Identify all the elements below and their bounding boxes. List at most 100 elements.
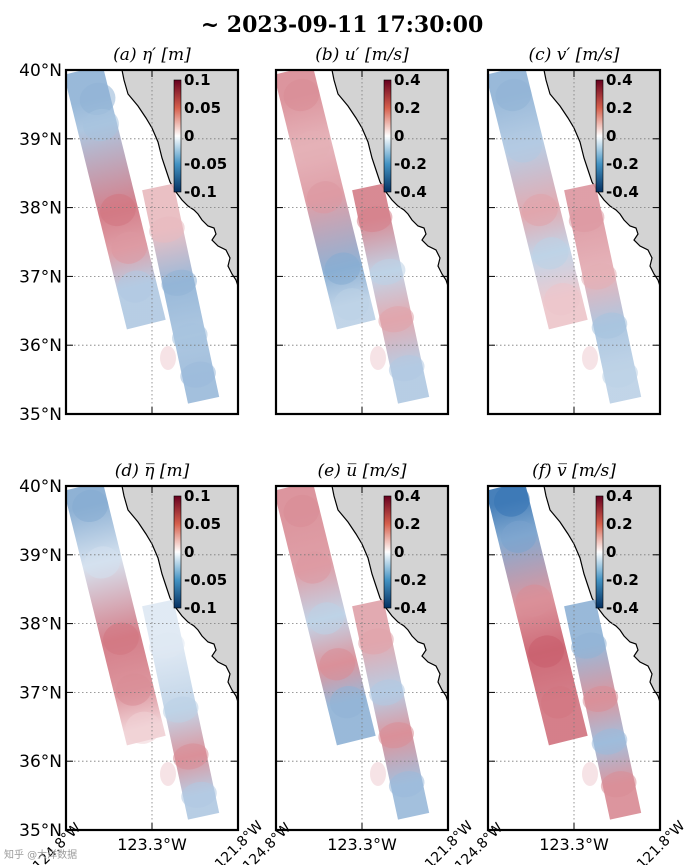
panel-title: (e) u̅ [m/s] — [318, 461, 407, 481]
lat-tick-label: 39°N — [19, 546, 62, 566]
data-blob-eastern-3 — [388, 355, 425, 382]
data-patch — [582, 346, 598, 370]
lon-tick-label: 123.3°W — [117, 835, 187, 854]
colorbar-tick-label: 0.2 — [606, 99, 633, 117]
data-blob-eastern-0 — [568, 205, 605, 233]
swath-eastern — [564, 183, 642, 404]
data-blob-western-0 — [72, 489, 109, 523]
colorbar-tick-label: -0.2 — [394, 571, 427, 589]
data-blob-western-3 — [319, 648, 356, 681]
swath-eastern — [352, 599, 430, 820]
watermark: 知乎 @大洋数据 — [4, 848, 77, 861]
panel-a-content — [66, 70, 238, 414]
data-blob-western-3 — [532, 237, 569, 270]
data-blob-western-1 — [83, 108, 119, 142]
data-blob-western-4 — [544, 282, 580, 316]
lat-tick-label: 37°N — [19, 683, 62, 703]
data-blob-western-4 — [329, 685, 366, 719]
data-patch — [160, 346, 176, 370]
data-blob-eastern-0 — [149, 632, 185, 659]
data-blob-western-1 — [294, 130, 330, 163]
colorbar-tick-label: 0.2 — [394, 515, 421, 533]
lat-tick-label: 35°N — [19, 821, 62, 841]
data-patch — [370, 346, 386, 370]
data-blob-western-4 — [125, 711, 161, 744]
data-blob-eastern-3 — [181, 781, 217, 808]
lat-tick-label: 38°N — [19, 199, 62, 219]
data-blob-eastern-1 — [581, 263, 617, 290]
lat-tick-label: 40°N — [19, 61, 62, 81]
colorbar-tick-label: -0.2 — [394, 155, 427, 173]
data-blob-eastern-2 — [172, 743, 209, 770]
data-blob-eastern-2 — [591, 728, 628, 755]
data-blob-western-0 — [495, 78, 532, 112]
colorbar-tick-label: -0.05 — [184, 571, 227, 589]
lat-tick-label: 37°N — [19, 267, 62, 287]
data-blob-eastern-0 — [356, 205, 393, 233]
data-blob-eastern-0 — [149, 216, 185, 243]
data-blob-western-3 — [115, 673, 152, 706]
data-blob-western-1 — [295, 551, 332, 584]
data-blob-eastern-0 — [571, 632, 607, 659]
data-blob-western-4 — [540, 686, 577, 719]
colorbar-tick-label: 0.1 — [184, 487, 211, 505]
data-blob-western-0 — [283, 494, 320, 528]
lat-tick-label: 36°N — [19, 752, 62, 772]
panel-b: (b) u′ [m/s] 0.4 0.2 0 -0.2 -0.4 — [274, 45, 450, 416]
data-blob-eastern-1 — [369, 679, 405, 706]
colorbar-tick-label: 0.1 — [184, 71, 211, 89]
colorbar-tick-label: -0.4 — [606, 599, 639, 617]
panel-title: (f) v̅ [m/s] — [532, 461, 616, 481]
colorbar-tick-label: 0 — [394, 127, 404, 145]
data-blob-western-2 — [522, 193, 558, 227]
colorbar-tick-label: 0.05 — [184, 515, 221, 533]
colorbar-tick-label: 0.4 — [394, 487, 421, 505]
panel-b-content — [276, 70, 448, 414]
colorbar-tick-label: 0.2 — [606, 515, 633, 533]
colorbar-tick-label: 0 — [184, 543, 194, 561]
data-blob-eastern-1 — [369, 258, 406, 285]
data-blob-eastern-3 — [180, 361, 216, 388]
colorbar-tick-label: -0.2 — [606, 571, 639, 589]
data-blob-western-2 — [103, 622, 139, 655]
colorbar-tick-label: 0.2 — [394, 99, 421, 117]
data-patch — [370, 762, 386, 786]
colorbar-tick-label: 0.05 — [184, 99, 221, 117]
data-blob-western-2 — [515, 584, 552, 617]
colorbar — [383, 79, 392, 193]
colorbar-tick-label: -0.4 — [606, 183, 639, 201]
panel-c: (c) v′ [m/s] 0.4 0.2 0 -0.2 -0.4 — [486, 45, 662, 416]
colorbar — [595, 495, 604, 609]
data-blob-western-1 — [84, 546, 120, 579]
data-blob-western-1 — [506, 130, 542, 163]
colorbar-tick-label: 0.4 — [394, 71, 421, 89]
panel-d: (d) η̅ [m] 0.1 0.05 0 -0.05 -0.1 40°N 39°N 38°N 3… — [19, 461, 266, 865]
data-patch — [160, 762, 176, 786]
lat-tick-label: 35°N — [19, 405, 62, 425]
figure-title: ~ 2023-09-11 17:30:00 — [201, 12, 484, 38]
data-blob-western-3 — [111, 231, 148, 264]
data-blob-western-3 — [528, 635, 565, 668]
panel-a: (a) η′ [m] 0.1 0.05 0 -0.05 -0.1 40°N 39°N 38°N 3… — [19, 45, 240, 425]
data-blob-western-0 — [283, 78, 320, 112]
colorbar-tick-label: 0 — [606, 543, 616, 561]
colorbar-tick-label: -0.05 — [184, 155, 227, 173]
colorbar — [595, 79, 604, 193]
colorbar-tick-label: -0.2 — [606, 155, 639, 173]
data-blob-eastern-2 — [591, 312, 628, 339]
lon-tick-label: 123.3°W — [327, 835, 397, 854]
colorbar-tick-label: 0.4 — [606, 487, 633, 505]
colorbar-tick-label: -0.1 — [184, 183, 217, 201]
data-blob-eastern-3 — [602, 361, 638, 388]
lat-tick-label: 40°N — [19, 477, 62, 497]
panel-title: (d) η̅ [m] — [115, 461, 190, 481]
swath-eastern — [352, 183, 430, 404]
data-blob-western-4 — [333, 288, 370, 321]
data-blob-western-4 — [117, 270, 154, 303]
colorbar-tick-label: 0 — [184, 127, 194, 145]
panel-c-content — [488, 70, 660, 414]
data-patch — [582, 762, 598, 786]
data-blob-eastern-2 — [171, 323, 208, 350]
